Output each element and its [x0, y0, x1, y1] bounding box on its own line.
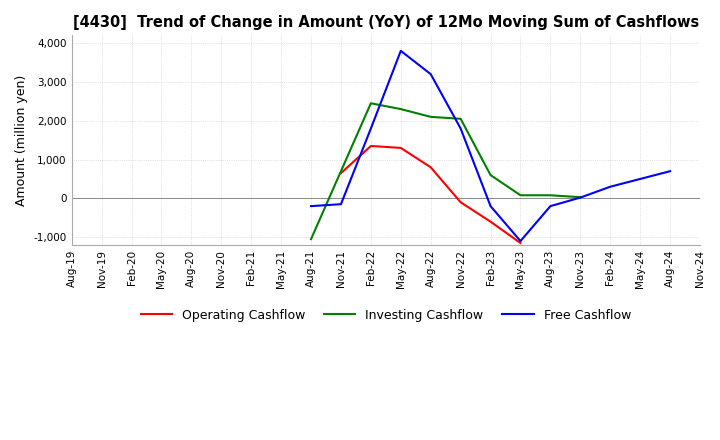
Free Cashflow	[486, 203, 495, 209]
Investing Cashflow	[307, 236, 315, 242]
Free Cashflow	[426, 72, 435, 77]
Title: [4430]  Trend of Change in Amount (YoY) of 12Mo Moving Sum of Cashflows: [4430] Trend of Change in Amount (YoY) o…	[73, 15, 699, 30]
Investing Cashflow	[486, 172, 495, 178]
Operating Cashflow	[456, 200, 465, 205]
Operating Cashflow	[516, 240, 525, 246]
Investing Cashflow	[576, 194, 585, 200]
Investing Cashflow	[456, 116, 465, 121]
Free Cashflow	[397, 48, 405, 54]
Free Cashflow	[337, 202, 346, 207]
Operating Cashflow	[426, 165, 435, 170]
Operating Cashflow	[486, 219, 495, 224]
Free Cashflow	[546, 203, 554, 209]
Free Cashflow	[366, 126, 375, 131]
Legend: Operating Cashflow, Investing Cashflow, Free Cashflow: Operating Cashflow, Investing Cashflow, …	[136, 304, 636, 327]
Free Cashflow	[456, 126, 465, 131]
Investing Cashflow	[366, 101, 375, 106]
Investing Cashflow	[516, 193, 525, 198]
Operating Cashflow	[337, 170, 346, 176]
Free Cashflow	[307, 203, 315, 209]
Investing Cashflow	[546, 193, 554, 198]
Free Cashflow	[576, 195, 585, 200]
Line: Operating Cashflow: Operating Cashflow	[341, 146, 521, 243]
Investing Cashflow	[426, 114, 435, 120]
Free Cashflow	[606, 184, 615, 189]
Free Cashflow	[636, 176, 644, 182]
Free Cashflow	[516, 238, 525, 244]
Line: Investing Cashflow: Investing Cashflow	[311, 103, 580, 239]
Y-axis label: Amount (million yen): Amount (million yen)	[15, 74, 28, 206]
Free Cashflow	[666, 169, 675, 174]
Operating Cashflow	[397, 145, 405, 150]
Operating Cashflow	[366, 143, 375, 149]
Investing Cashflow	[397, 106, 405, 112]
Line: Free Cashflow: Free Cashflow	[311, 51, 670, 241]
Investing Cashflow	[337, 169, 346, 174]
